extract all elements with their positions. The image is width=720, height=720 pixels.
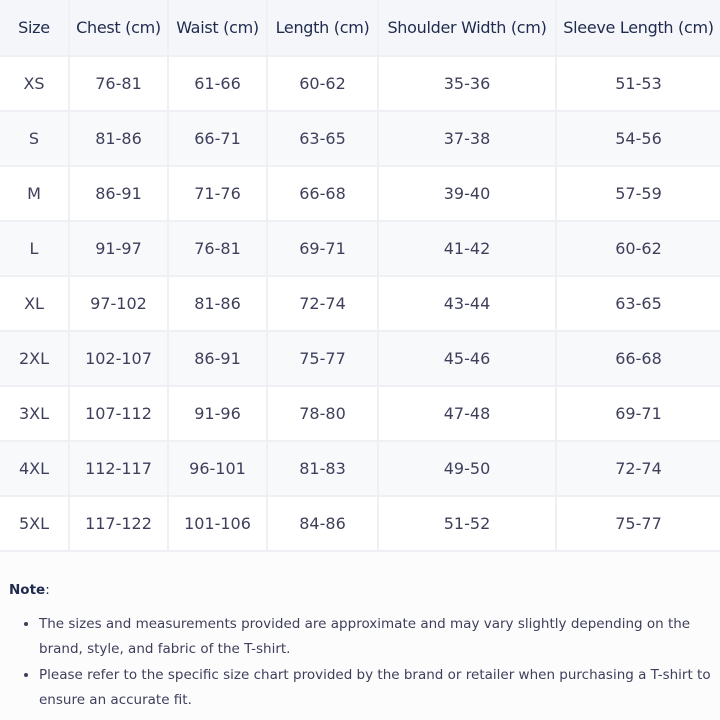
measurement-cell: 112-117	[69, 441, 169, 497]
size-cell: XL	[0, 276, 70, 332]
measurement-cell: 72-74	[267, 276, 379, 332]
measurement-cell: 71-76	[168, 166, 268, 222]
note-item: The sizes and measurements provided are …	[39, 612, 720, 662]
column-header: Sleeve Length (cm)	[556, 0, 720, 57]
table-row: 2XL 102-107 86-91 75-77 45-46 66-68	[0, 331, 720, 387]
measurement-cell: 81-86	[69, 111, 169, 167]
measurement-cell: 84-86	[267, 496, 379, 552]
measurement-cell: 60-62	[267, 56, 379, 112]
table-row: XS 76-81 61-66 60-62 35-36 51-53	[0, 56, 720, 112]
measurement-cell: 81-83	[267, 441, 379, 497]
measurement-cell: 75-77	[556, 496, 720, 552]
measurement-cell: 107-112	[69, 386, 169, 442]
measurement-cell: 60-62	[556, 221, 720, 277]
size-chart-table: Size Chest (cm) Waist (cm) Length (cm) Shoul…	[0, 0, 720, 552]
table-row: L 91-97 76-81 69-71 41-42 60-62	[0, 221, 720, 277]
measurement-cell: 35-36	[378, 56, 557, 112]
table-row: 3XL 107-112 91-96 78-80 47-48 69-71	[0, 386, 720, 442]
measurement-cell: 63-65	[267, 111, 379, 167]
column-header: Shoulder Width (cm)	[378, 0, 557, 57]
size-cell: 5XL	[0, 496, 70, 552]
measurement-cell: 91-97	[69, 221, 169, 277]
measurement-cell: 39-40	[378, 166, 557, 222]
table-row: M 86-91 71-76 66-68 39-40 57-59	[0, 166, 720, 222]
measurement-cell: 51-52	[378, 496, 557, 552]
note-label: Note	[9, 582, 46, 598]
note-colon: :	[45, 582, 50, 598]
measurement-cell: 97-102	[69, 276, 169, 332]
measurement-cell: 86-91	[168, 331, 268, 387]
measurement-cell: 63-65	[556, 276, 720, 332]
measurement-cell: 81-86	[168, 276, 268, 332]
measurement-cell: 69-71	[556, 386, 720, 442]
table-row: S 81-86 66-71 63-65 37-38 54-56	[0, 111, 720, 167]
measurement-cell: 66-68	[267, 166, 379, 222]
size-cell: 3XL	[0, 386, 70, 442]
measurement-cell: 51-53	[556, 56, 720, 112]
measurement-cell: 72-74	[556, 441, 720, 497]
measurement-cell: 75-77	[267, 331, 379, 387]
measurement-cell: 57-59	[556, 166, 720, 222]
measurement-cell: 96-101	[168, 441, 268, 497]
column-header: Length (cm)	[267, 0, 379, 57]
measurement-cell: 78-80	[267, 386, 379, 442]
table-row: XL 97-102 81-86 72-74 43-44 63-65	[0, 276, 720, 332]
size-cell: 4XL	[0, 441, 70, 497]
size-cell: S	[0, 111, 70, 167]
measurement-cell: 86-91	[69, 166, 169, 222]
measurement-cell: 66-71	[168, 111, 268, 167]
measurement-cell: 66-68	[556, 331, 720, 387]
measurement-cell: 49-50	[378, 441, 557, 497]
column-header: Waist (cm)	[168, 0, 268, 57]
measurement-cell: 41-42	[378, 221, 557, 277]
column-header: Chest (cm)	[69, 0, 169, 57]
measurement-cell: 101-106	[168, 496, 268, 552]
measurement-cell: 76-81	[168, 221, 268, 277]
table-row: 4XL 112-117 96-101 81-83 49-50 72-74	[0, 441, 720, 497]
measurement-cell: 37-38	[378, 111, 557, 167]
measurement-cell: 69-71	[267, 221, 379, 277]
measurement-cell: 102-107	[69, 331, 169, 387]
size-cell: M	[0, 166, 70, 222]
measurement-cell: 54-56	[556, 111, 720, 167]
note-list: The sizes and measurements provided are …	[9, 612, 720, 713]
note-section: Note: The sizes and measurements provide…	[0, 552, 720, 713]
measurement-cell: 61-66	[168, 56, 268, 112]
measurement-cell: 91-96	[168, 386, 268, 442]
table-row: 5XL 117-122 101-106 84-86 51-52 75-77	[0, 496, 720, 552]
column-header: Size	[0, 0, 70, 57]
measurement-cell: 47-48	[378, 386, 557, 442]
table-header-row: Size Chest (cm) Waist (cm) Length (cm) Shoul…	[0, 0, 720, 57]
measurement-cell: 45-46	[378, 331, 557, 387]
measurement-cell: 43-44	[378, 276, 557, 332]
measurement-cell: 117-122	[69, 496, 169, 552]
size-cell: 2XL	[0, 331, 70, 387]
measurement-cell: 76-81	[69, 56, 169, 112]
size-cell: XS	[0, 56, 70, 112]
size-cell: L	[0, 221, 70, 277]
note-item: Please refer to the specific size chart …	[39, 663, 720, 713]
